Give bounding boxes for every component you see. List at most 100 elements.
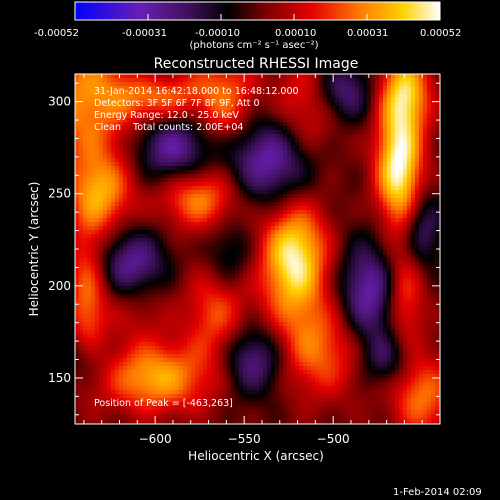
heatmap-cell (239, 286, 243, 290)
heatmap-cell (179, 286, 183, 290)
heatmap-cell (195, 74, 199, 78)
heatmap-cell (143, 238, 147, 242)
heatmap-cell (223, 174, 227, 178)
heatmap-cell (111, 286, 115, 290)
heatmap-cell (123, 254, 127, 258)
heatmap-cell (303, 166, 307, 170)
heatmap-cell (363, 206, 367, 210)
colorbar-unit-label: (photons cm⁻² s⁻¹ asec⁻²) (189, 40, 318, 51)
heatmap-cell (335, 222, 339, 226)
heatmap-cell (235, 102, 239, 106)
heatmap-cell (299, 102, 303, 106)
heatmap-cell (267, 222, 271, 226)
heatmap-cell (115, 218, 119, 222)
heatmap-cell (299, 254, 303, 258)
heatmap-cell (383, 206, 387, 210)
heatmap-cell (143, 202, 147, 206)
heatmap-cell (403, 206, 407, 210)
heatmap-cell (347, 226, 351, 230)
heatmap-cell (75, 258, 79, 262)
heatmap-cell (207, 146, 211, 150)
heatmap-cell (167, 230, 171, 234)
heatmap-cell (403, 186, 407, 190)
heatmap-cell (195, 162, 199, 166)
heatmap-cell (335, 94, 339, 98)
heatmap-cell (319, 106, 323, 110)
heatmap-cell (347, 190, 351, 194)
heatmap-cell (247, 234, 251, 238)
heatmap-cell (411, 90, 415, 94)
heatmap-cell (131, 230, 135, 234)
heatmap-cell (203, 214, 207, 218)
heatmap-cell (311, 174, 315, 178)
heatmap-cell (75, 214, 79, 218)
heatmap-cell (223, 82, 227, 86)
heatmap-cell (371, 86, 375, 90)
heatmap-cell (263, 234, 267, 238)
heatmap-cell (227, 126, 231, 130)
heatmap-cell (231, 94, 235, 98)
heatmap-cell (315, 98, 319, 102)
heatmap-cell (139, 238, 143, 242)
heatmap-cell (223, 270, 227, 274)
heatmap-cell (83, 254, 87, 258)
heatmap-cell (435, 234, 439, 238)
heatmap-cell (411, 162, 415, 166)
heatmap-cell (159, 150, 163, 154)
heatmap-cell (279, 246, 283, 250)
heatmap-cell (351, 202, 355, 206)
heatmap-cell (163, 122, 167, 126)
heatmap-cell (407, 246, 411, 250)
heatmap-cell (199, 110, 203, 114)
heatmap-cell (271, 102, 275, 106)
heatmap-cell (431, 206, 435, 210)
heatmap-cell (123, 258, 127, 262)
heatmap-cell (279, 114, 283, 118)
heatmap-cell (351, 190, 355, 194)
heatmap-cell (303, 86, 307, 90)
heatmap-cell (115, 262, 119, 266)
heatmap-cell (191, 262, 195, 266)
heatmap-cell (383, 134, 387, 138)
heatmap-cell (395, 254, 399, 258)
heatmap-cell (387, 114, 391, 118)
heatmap-cell (95, 82, 99, 86)
heatmap-cell (399, 234, 403, 238)
heatmap-cell (187, 102, 191, 106)
heatmap-cell (135, 286, 139, 290)
heatmap-cell (299, 110, 303, 114)
heatmap-cell (391, 246, 395, 250)
heatmap-cell (347, 82, 351, 86)
heatmap-cell (115, 210, 119, 214)
heatmap-cell (235, 234, 239, 238)
heatmap-cell (335, 266, 339, 270)
heatmap-cell (379, 86, 383, 90)
heatmap-cell (187, 270, 191, 274)
heatmap-cell (291, 282, 295, 286)
heatmap-cell (391, 238, 395, 242)
heatmap-cell (307, 246, 311, 250)
heatmap-cell (351, 126, 355, 130)
heatmap-cell (391, 178, 395, 182)
heatmap-cell (299, 198, 303, 202)
heatmap-cell (231, 142, 235, 146)
heatmap-cell (191, 146, 195, 150)
heatmap-cell (287, 82, 291, 86)
heatmap-cell (235, 150, 239, 154)
heatmap-cell (347, 98, 351, 102)
heatmap-cell (283, 250, 287, 254)
heatmap-cell (263, 210, 267, 214)
heatmap-cell (347, 150, 351, 154)
heatmap-cell (387, 250, 391, 254)
heatmap-cell (199, 134, 203, 138)
heatmap-cell (383, 282, 387, 286)
heatmap-cell (303, 254, 307, 258)
heatmap-cell (251, 118, 255, 122)
heatmap-cell (347, 158, 351, 162)
heatmap-cell (207, 110, 211, 114)
heatmap-cell (199, 210, 203, 214)
heatmap-cell (275, 110, 279, 114)
heatmap-cell (367, 190, 371, 194)
heatmap-cell (407, 254, 411, 258)
heatmap-cell (423, 82, 427, 86)
